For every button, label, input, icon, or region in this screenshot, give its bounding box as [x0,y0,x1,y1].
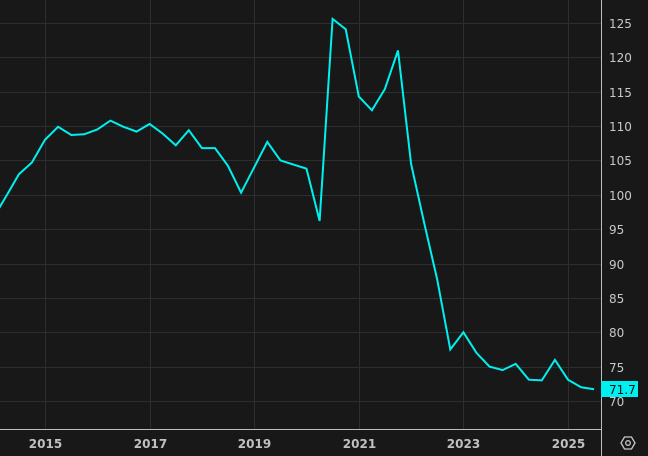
y-tick-label: 80 [609,326,624,340]
y-tick-label: 125 [609,17,632,31]
y-tick-label: 115 [609,86,632,100]
y-tick-label: 120 [609,51,632,65]
y-tick-label: 105 [609,154,632,168]
y-tick-label: 100 [609,189,632,203]
x-tick-label: 2025 [552,437,585,451]
x-tick-label: 2021 [343,437,376,451]
grid [0,0,601,429]
y-tick-label: 95 [609,223,624,237]
x-tick-label: 2023 [447,437,480,451]
last-value-badge: 71.7 [601,381,638,397]
last-value-label: 71.7 [609,383,636,397]
hexagon-settings-icon[interactable] [620,436,636,450]
y-tick-label: 85 [609,292,624,306]
x-tick-label: 2015 [29,437,62,451]
y-tick-label: 110 [609,120,632,134]
y-tick-label: 70 [609,395,624,409]
y-tick-label: 90 [609,258,624,272]
series-line [0,16,595,391]
x-tick-label: 2017 [134,437,167,451]
x-tick-label: 2019 [238,437,271,451]
y-tick-label: 75 [609,361,624,375]
